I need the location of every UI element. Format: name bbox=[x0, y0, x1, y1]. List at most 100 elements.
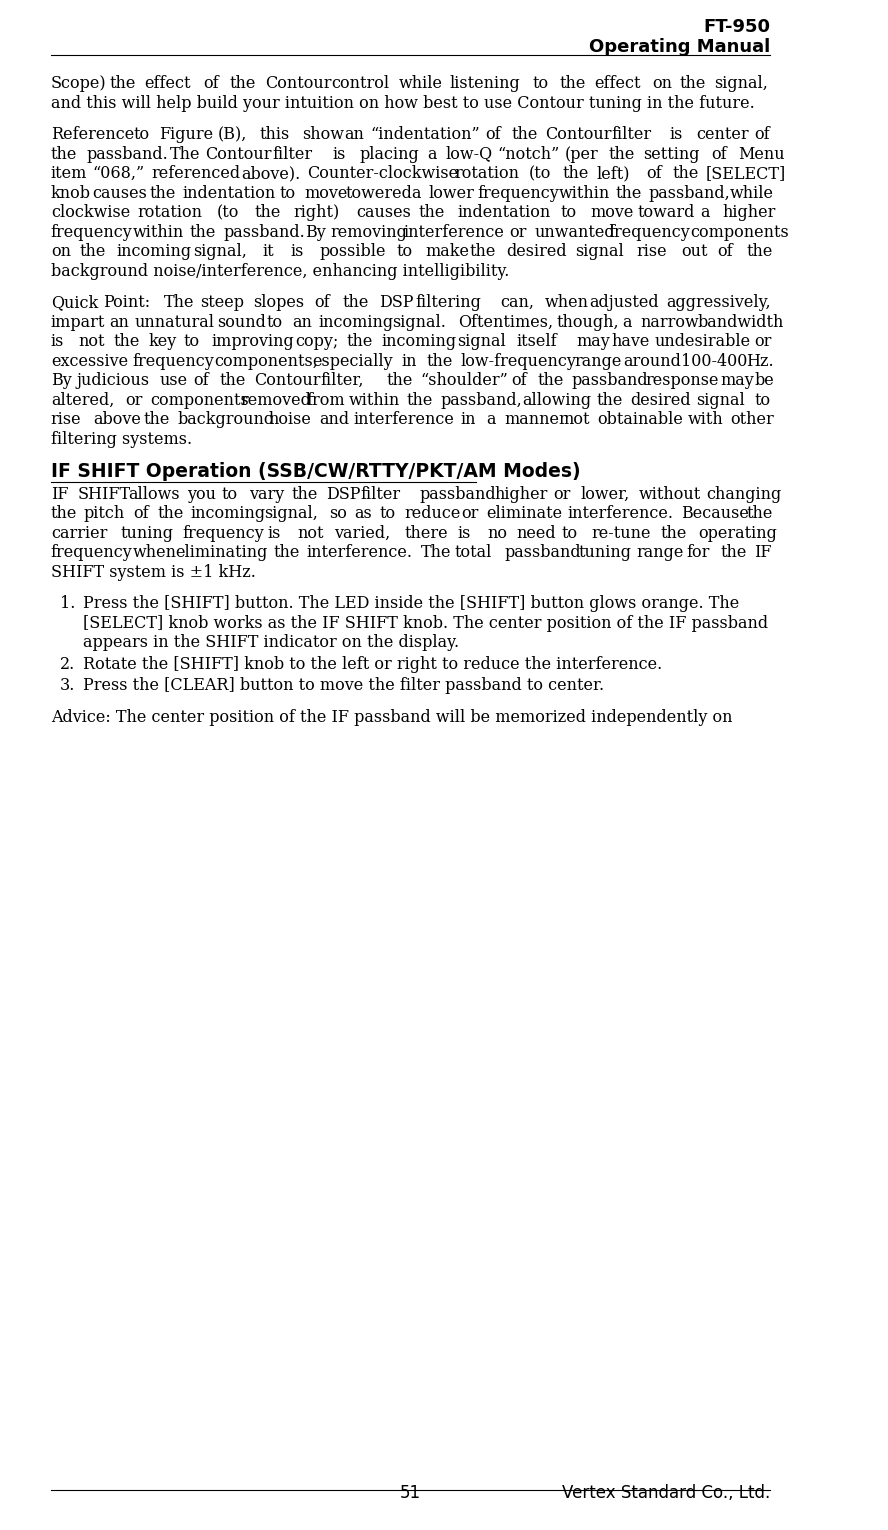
Text: undesirable: undesirable bbox=[654, 334, 750, 350]
Text: tuning: tuning bbox=[121, 525, 173, 542]
Text: (to: (to bbox=[528, 165, 551, 182]
Text: frequency: frequency bbox=[477, 185, 559, 202]
Text: is: is bbox=[267, 525, 281, 542]
Text: components: components bbox=[690, 223, 789, 240]
Text: the: the bbox=[190, 223, 217, 240]
Text: with: with bbox=[688, 412, 724, 428]
Text: indentation: indentation bbox=[182, 185, 275, 202]
Text: above: above bbox=[93, 412, 141, 428]
Text: (to: (to bbox=[217, 203, 239, 220]
Text: Contour: Contour bbox=[205, 145, 272, 162]
Text: unnatural: unnatural bbox=[135, 314, 215, 330]
Text: low-Q: low-Q bbox=[446, 145, 493, 162]
Text: By: By bbox=[305, 223, 326, 240]
Text: out: out bbox=[681, 243, 708, 260]
Text: Figure: Figure bbox=[160, 125, 213, 142]
Text: or: or bbox=[553, 485, 571, 502]
Text: of: of bbox=[718, 243, 733, 260]
Text: IF SHIFT Operation (SSB/CW/RTTY/PKT/AM Modes): IF SHIFT Operation (SSB/CW/RTTY/PKT/AM M… bbox=[51, 462, 581, 480]
Text: the: the bbox=[746, 505, 773, 522]
Text: to: to bbox=[379, 505, 395, 522]
Text: signal,: signal, bbox=[714, 75, 768, 92]
Text: passband,: passband, bbox=[649, 185, 731, 202]
Text: possible: possible bbox=[320, 243, 386, 260]
Text: re-tune: re-tune bbox=[591, 525, 651, 542]
Text: to: to bbox=[222, 485, 238, 502]
Text: incoming: incoming bbox=[191, 505, 266, 522]
Text: for: for bbox=[686, 545, 710, 562]
Text: listening: listening bbox=[449, 75, 520, 92]
Text: when: when bbox=[133, 545, 177, 562]
Text: the: the bbox=[559, 75, 585, 92]
Text: 51: 51 bbox=[400, 1484, 421, 1502]
Text: Oftentimes,: Oftentimes, bbox=[458, 314, 553, 330]
Text: 100-400: 100-400 bbox=[681, 352, 747, 370]
Text: control: control bbox=[331, 75, 390, 92]
Text: is: is bbox=[51, 334, 64, 350]
Text: causes: causes bbox=[356, 203, 411, 220]
Text: By: By bbox=[51, 372, 72, 389]
Text: the: the bbox=[219, 372, 246, 389]
Text: without: without bbox=[639, 485, 702, 502]
Text: lower,: lower, bbox=[580, 485, 630, 502]
Text: of: of bbox=[646, 165, 662, 182]
Text: Press the [CLEAR] button to move the filter passband to center.: Press the [CLEAR] button to move the fil… bbox=[83, 676, 605, 695]
Text: higher: higher bbox=[722, 203, 775, 220]
Text: [SELECT] knob works as the IF SHIFT knob. The center position of the IF passband: [SELECT] knob works as the IF SHIFT knob… bbox=[83, 615, 768, 632]
Text: and: and bbox=[319, 412, 349, 428]
Text: passband.: passband. bbox=[223, 223, 305, 240]
Text: aggressively,: aggressively, bbox=[666, 294, 771, 311]
Text: bandwidth: bandwidth bbox=[698, 314, 784, 330]
Text: manner: manner bbox=[504, 412, 567, 428]
Text: left): left) bbox=[596, 165, 630, 182]
Text: or: or bbox=[462, 505, 479, 522]
Text: interference.: interference. bbox=[567, 505, 674, 522]
Text: obtainable: obtainable bbox=[598, 412, 683, 428]
Text: knob: knob bbox=[51, 185, 91, 202]
Text: to: to bbox=[184, 334, 200, 350]
Text: or: or bbox=[510, 223, 527, 240]
Text: from: from bbox=[307, 392, 345, 409]
Text: components,: components, bbox=[214, 352, 318, 370]
Text: it: it bbox=[262, 243, 274, 260]
Text: of: of bbox=[754, 125, 770, 142]
Text: not: not bbox=[297, 525, 323, 542]
Text: a: a bbox=[700, 203, 710, 220]
Text: The: The bbox=[170, 145, 201, 162]
Text: may: may bbox=[576, 334, 610, 350]
Text: clockwise: clockwise bbox=[51, 203, 131, 220]
Text: adjusted: adjusted bbox=[589, 294, 659, 311]
Text: background noise/interference, enhancing intelligibility.: background noise/interference, enhancing… bbox=[51, 263, 509, 280]
Text: of: of bbox=[194, 372, 210, 389]
Text: filtering systems.: filtering systems. bbox=[51, 430, 192, 447]
Text: while: while bbox=[730, 185, 774, 202]
Text: the: the bbox=[273, 545, 299, 562]
Text: desired: desired bbox=[630, 392, 691, 409]
Text: IF: IF bbox=[754, 545, 772, 562]
Text: passband,: passband, bbox=[440, 392, 522, 409]
Text: within: within bbox=[132, 223, 184, 240]
Text: the: the bbox=[419, 203, 445, 220]
Text: background: background bbox=[178, 412, 275, 428]
Text: to: to bbox=[560, 203, 576, 220]
Text: the: the bbox=[470, 243, 496, 260]
Text: low-frequency: low-frequency bbox=[460, 352, 576, 370]
Text: an: an bbox=[292, 314, 313, 330]
Text: Menu: Menu bbox=[738, 145, 785, 162]
Text: Press the [SHIFT] button. The LED inside the [SHIFT] button glows orange. The: Press the [SHIFT] button. The LED inside… bbox=[83, 595, 740, 612]
Text: 2.: 2. bbox=[60, 655, 75, 673]
Text: Hz.: Hz. bbox=[746, 352, 774, 370]
Text: total: total bbox=[455, 545, 492, 562]
Text: passband: passband bbox=[505, 545, 582, 562]
Text: appears in the SHIFT indicator on the display.: appears in the SHIFT indicator on the di… bbox=[83, 633, 459, 650]
Text: itself: itself bbox=[517, 334, 557, 350]
Text: sound: sound bbox=[217, 314, 266, 330]
Text: of: of bbox=[485, 125, 501, 142]
Text: filter: filter bbox=[612, 125, 652, 142]
Text: the: the bbox=[149, 185, 176, 202]
Text: Contour: Contour bbox=[265, 75, 331, 92]
Text: steep: steep bbox=[201, 294, 244, 311]
Text: rotation: rotation bbox=[138, 203, 202, 220]
Text: on: on bbox=[51, 243, 71, 260]
Text: removed: removed bbox=[241, 392, 312, 409]
